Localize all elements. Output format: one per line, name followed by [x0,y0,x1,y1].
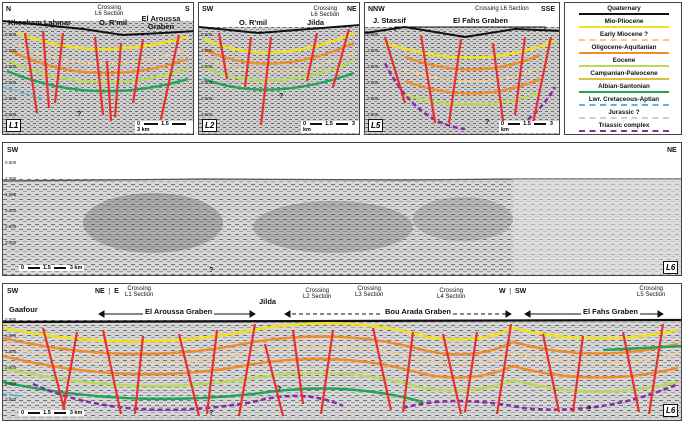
label-el-fahs-graben: El Fahs Graben [581,307,641,316]
label-j-stassif: J. Stassif [373,16,406,25]
legend-label: Mio-Pliocene [604,18,644,25]
legend-label: Quaternary [607,5,641,12]
legend-item: Triassic complex [565,122,683,135]
scale-bar-l1: 0 1.5 3 km [135,121,193,133]
legend-item: Eocene [565,57,683,70]
seismic-panel-l6-interpreted: SW Gaafour NE ⋮ E Crossing L1 Section El… [2,283,682,421]
legend-label: Triassic complex [598,122,650,129]
panel-id-l6-int: L6 [663,404,679,417]
direction-right-l5: SSE [541,6,556,13]
legend-swatch [579,78,669,80]
crossing-l5: Crossing L5 Section [637,286,666,299]
label-el-aroussa-graben: El Aroussa Graben [143,307,215,316]
scale-bar-l6-int: 0 1.5 3 km [19,410,85,416]
legend-label: Early Miocene ? [600,31,648,38]
legend-swatch [579,65,669,67]
legend-label: Oligocene-Aquitanian [591,44,657,51]
legend-swatch [579,104,669,106]
crossing-l3: Crossing L3 Section [355,286,384,299]
seismic-panel-l1: N S Khecham Lahmar Crossing L6 Section O… [2,2,194,135]
direction-left-l6-raw: SW [7,147,19,154]
legend-item: Mio-Pliocene [565,18,683,31]
legend-swatch [579,13,669,15]
legend-item: Jurassic ? [565,109,683,122]
crossing-l6-l2: Crossing L6 Section [311,6,340,19]
legend-swatch [579,39,669,41]
time-axis-l6-raw: 0.500 1.000 1.500 2.000 2.500 3.000 [5,160,17,245]
time-axis-l6-int: 0.500 1.000 1.500 2.000 2.500 3.000 [5,317,17,402]
direction-left-l1: N [6,6,12,13]
legend-swatch [579,130,669,132]
time-axis-l1: 0.500 1.000 1.500 2.000 2.500 3.000 [5,32,17,117]
panel-id-l5: L5 [368,119,384,132]
scale-bar-l2: 0 1.5 3 km [301,121,359,133]
direction-ne-e: NE ⋮ E [95,288,119,295]
time-axis-l5: 0.500 1.000 1.500 2.000 2.500 3.000 [367,32,379,117]
legend-item: Quaternary [565,5,683,18]
legend-item: Albian-Santonian [565,83,683,96]
crossing-l4: Crossing L4 Section [437,288,466,301]
seismic-section-l6-raw-image [3,178,681,275]
seismic-panel-l2: SW NE O. R'mil Jilda Crossing L6 Section… [198,2,360,135]
stratigraphic-legend: Quaternary Mio-Pliocene Early Miocene ? Oli… [564,2,682,135]
seismic-section-l2-image [199,24,359,134]
label-o-rmil-l2: O. R'mil [239,18,268,27]
direction-right-l2: NE [347,6,357,13]
direction-right-l1: S [185,6,190,13]
label-el-fahs-graben-l5: El Fahs Graben [453,16,509,25]
seismic-section-l1-image [3,20,193,134]
question-mark-l5: ? [485,119,490,126]
legend-label: Jurassic ? [608,109,640,116]
legend-label: Lwr. Cretaceous-Aptian [588,96,660,103]
label-khecham-lahmar: Khecham Lahmar [8,18,71,27]
panel-id-l2: L2 [202,119,218,132]
label-o-rmil-l1: O. R'mil [99,18,128,27]
legend-label: Eocene [612,57,636,64]
crossing-l1: Crossing L1 Section [125,286,154,299]
question-mark-l6-int-3: ? [587,406,592,413]
question-mark-l2: ? [279,93,284,100]
legend-item: Early Miocene ? [565,31,683,44]
question-mark-l1: ? [77,111,82,118]
legend-label: Albian-Santonian [598,83,650,90]
legend-swatch [579,52,669,54]
legend-label: Campanian-Paleocene [590,70,658,77]
legend-item: Oligocene-Aquitanian [565,44,683,57]
legend-swatch [579,91,669,93]
legend-item: Campanian-Paleocene [565,70,683,83]
question-mark-l6-int-2: ? [277,386,282,393]
label-jilda: Jilda [259,297,277,306]
crossing-l6-l1: Crossing L6 Section [95,5,124,18]
direction-left-l2: SW [202,6,214,13]
time-axis-l2: 0.500 1.000 1.500 2.000 2.500 3.000 [201,32,213,117]
question-mark-l6-int-1: ? [209,410,214,417]
legend-swatch [579,26,669,28]
legend-item: Lwr. Cretaceous-Aptian [565,96,683,109]
panel-id-l1: L1 [6,119,22,132]
label-el-aroussa-graben-l1: El Aroussa Graben [141,14,181,32]
crossing-l2: Crossing L2 Section [303,288,332,301]
direction-left-l5: NNW [368,6,385,13]
direction-right-l6-raw: NE [667,147,677,154]
direction-left-l6-int: SW [7,288,19,295]
panel-id-l6-raw: L6 [663,261,679,274]
direction-w-sw: W ⋮ SW [499,288,527,295]
seismic-panel-l5: NNW SSE Crossing L6 Section J. Stassif E… [364,2,560,135]
scale-bar-l6-raw: 0 1.5 3 km [19,265,85,271]
legend-swatch [579,117,669,119]
label-jilda-l2: Jilda [307,18,325,27]
seismic-section-l5-image [365,25,559,134]
seismic-panel-l6-raw: SW NE 0.500 1.000 1.500 2.000 2.500 3.00… [2,142,682,276]
label-gaafour: Gaafour [9,305,38,314]
label-bou-arada-graben: Bou Arada Graben [383,307,453,316]
question-mark-l6-raw: ? [209,267,214,274]
scale-bar-l5: 0 1.5 3 km [499,121,559,133]
crossing-l6-l5: Crossing L6 Section [475,6,529,12]
seismic-section-l6-interpreted-image [3,310,681,420]
